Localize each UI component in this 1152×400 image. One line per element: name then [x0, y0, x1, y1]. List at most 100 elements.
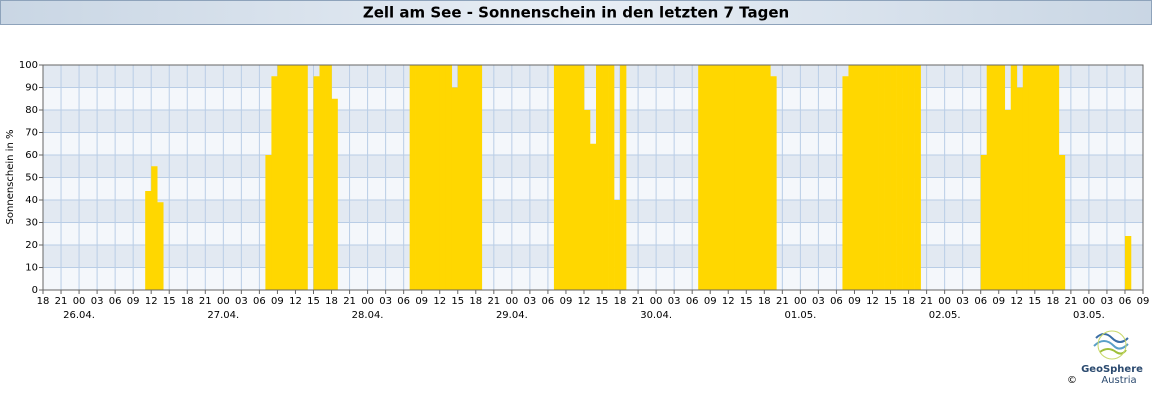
copyright: © — [1067, 375, 1077, 386]
bar — [319, 65, 326, 290]
bar — [860, 65, 867, 290]
x-tick-label: 00 — [794, 296, 807, 307]
bar — [914, 65, 921, 290]
bar — [571, 65, 579, 290]
x-tick-label: 15 — [884, 296, 897, 307]
x-tick-label: 00 — [650, 296, 663, 307]
bar — [746, 65, 753, 290]
bar — [602, 65, 609, 290]
bar — [752, 65, 759, 290]
x-tick-label: 15 — [451, 296, 464, 307]
bar — [908, 65, 915, 290]
x-tick-label: 12 — [145, 296, 158, 307]
bar — [608, 65, 615, 290]
x-tick-label: 21 — [487, 296, 500, 307]
x-tick-label: 03 — [668, 296, 681, 307]
logo-name: GeoSphere — [1081, 364, 1143, 375]
bar — [559, 65, 567, 290]
logo-sub: Austria — [1101, 375, 1136, 386]
x-tick-label: 03 — [812, 296, 825, 307]
date-label: 02.05. — [929, 310, 961, 321]
x-tick-label: 09 — [415, 296, 428, 307]
bar — [698, 65, 705, 290]
bar — [722, 65, 729, 290]
x-tick-label: 12 — [866, 296, 879, 307]
x-tick-label: 09 — [848, 296, 861, 307]
bar — [740, 65, 747, 290]
x-tick-label: 18 — [181, 296, 194, 307]
x-tick-label: 18 — [758, 296, 771, 307]
bar — [145, 191, 152, 290]
x-tick-label: 06 — [542, 296, 555, 307]
x-tick-label: 12 — [433, 296, 446, 307]
y-tick-label: 50 — [25, 173, 38, 184]
x-tick-label: 21 — [55, 296, 68, 307]
bar — [866, 65, 873, 290]
x-tick-label: 09 — [1137, 296, 1150, 307]
bar — [1058, 155, 1066, 290]
x-tick-label: 18 — [37, 296, 50, 307]
x-tick-label: 15 — [740, 296, 753, 307]
bar — [890, 65, 897, 290]
bar — [986, 65, 994, 290]
bar — [1040, 65, 1048, 290]
bar — [151, 166, 158, 290]
bar — [872, 65, 879, 290]
y-tick-label: 100 — [19, 60, 38, 71]
x-tick-label: 00 — [361, 296, 374, 307]
x-tick-label: 21 — [199, 296, 212, 307]
bar — [421, 65, 428, 290]
x-tick-label: 00 — [505, 296, 518, 307]
y-tick-label: 60 — [25, 150, 38, 161]
x-tick-label: 18 — [902, 296, 915, 307]
bar — [283, 65, 290, 290]
bar — [884, 65, 891, 290]
bar — [433, 65, 441, 290]
x-tick-label: 09 — [704, 296, 717, 307]
bar — [451, 87, 459, 290]
x-tick-label: 03 — [524, 296, 537, 307]
bar — [596, 65, 603, 290]
x-tick-label: 00 — [938, 296, 951, 307]
bar — [734, 65, 741, 290]
bar — [295, 65, 302, 290]
bar — [1124, 236, 1132, 290]
x-tick-label: 00 — [73, 296, 86, 307]
bar — [842, 76, 849, 290]
x-tick-label: 12 — [289, 296, 302, 307]
bar — [716, 65, 723, 290]
x-tick-label: 15 — [596, 296, 609, 307]
bar — [1016, 87, 1024, 290]
bar — [614, 200, 621, 290]
date-label: 01.05. — [784, 310, 816, 321]
x-tick-label: 06 — [830, 296, 843, 307]
bar — [301, 65, 308, 290]
bar — [415, 65, 422, 290]
y-tick-label: 40 — [25, 195, 38, 206]
bar — [469, 65, 477, 290]
bar — [1046, 65, 1054, 290]
x-tick-label: 18 — [1046, 296, 1059, 307]
bar — [770, 76, 777, 290]
x-tick-label: 03 — [1101, 296, 1114, 307]
bar — [764, 65, 771, 290]
x-tick-label: 12 — [1010, 296, 1023, 307]
y-axis-label: Sonnenschein in % — [5, 130, 16, 225]
x-tick-label: 21 — [632, 296, 645, 307]
x-tick-label: 03 — [91, 296, 104, 307]
y-tick-label: 70 — [25, 128, 38, 139]
bar — [313, 76, 320, 290]
x-tick-label: 06 — [253, 296, 266, 307]
x-tick-label: 12 — [578, 296, 591, 307]
y-tick-label: 30 — [25, 218, 38, 229]
grid-band — [43, 65, 1143, 88]
date-label: 28.04. — [352, 310, 384, 321]
bar — [271, 76, 278, 290]
grid-band — [43, 110, 1143, 133]
y-tick-label: 10 — [25, 263, 38, 274]
bar — [289, 65, 296, 290]
x-tick-label: 00 — [1083, 296, 1096, 307]
x-tick-label: 09 — [992, 296, 1005, 307]
bar — [1004, 110, 1012, 290]
